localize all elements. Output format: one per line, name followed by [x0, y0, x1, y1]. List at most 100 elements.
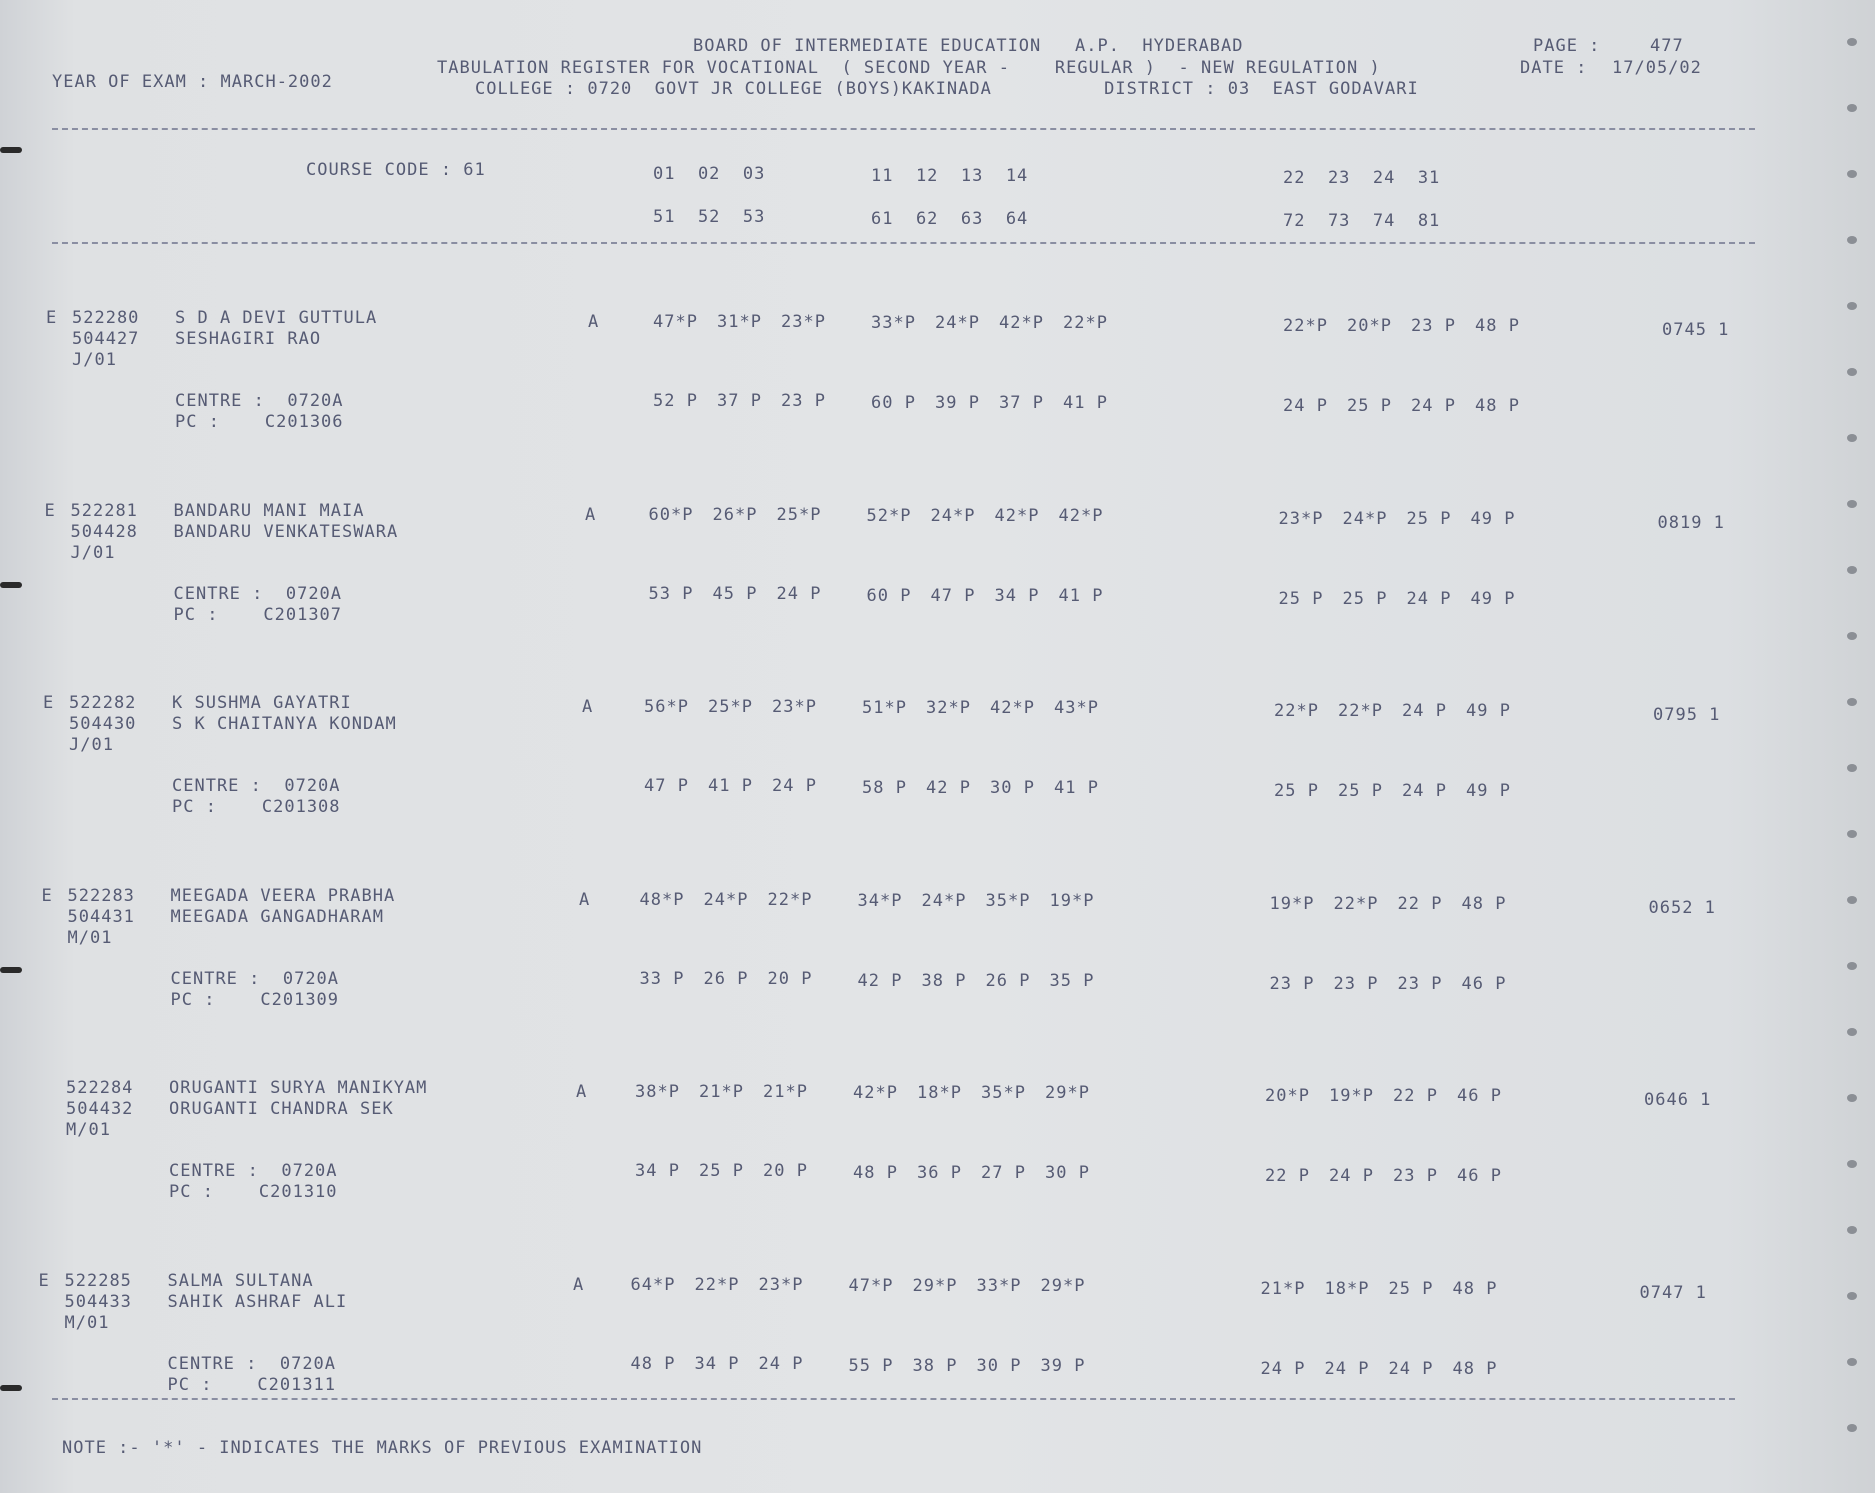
feed-hole [1847, 104, 1857, 112]
subject-mark: 24 P [1388, 1358, 1434, 1379]
subject-mark: 22 P [1397, 893, 1443, 914]
subject-mark: 24*P [930, 505, 976, 526]
subject-mark: 22*P [767, 889, 813, 910]
subject-mark: 24*P [703, 889, 749, 910]
subject-mark: 34 P [635, 1161, 680, 1181]
roll-number: 504428 [70, 521, 138, 542]
subject-mark: 46 P [1457, 1166, 1502, 1186]
subject-mark: 48 P [1452, 1358, 1498, 1379]
exam-flag: E [38, 1270, 50, 1291]
subject-mark: 25 P [1388, 1278, 1434, 1299]
grade: A [579, 889, 591, 910]
subject-mark: 23*P [758, 1274, 804, 1295]
subject-mark: 24 P [772, 776, 817, 796]
course-code: COURSE CODE : 61 [306, 160, 486, 180]
subject-mark: 42 P [926, 778, 971, 798]
subject-mark: 39 P [935, 393, 980, 413]
subject-mark: 30 P [976, 1355, 1022, 1376]
parent-name: MEEGADA GANGADHARAM [170, 906, 384, 927]
feed-hole [1847, 1226, 1857, 1234]
subject-mark: 18*P [917, 1083, 962, 1103]
centre-code: CENTRE : 0720A [167, 1353, 337, 1374]
feed-hole [1847, 566, 1857, 574]
subject-mark: 49 P [1470, 588, 1516, 609]
board-title: BOARD OF INTERMEDIATE EDUCATION A.P. HYD… [693, 36, 1244, 56]
pc-code: PC : C201309 [170, 989, 340, 1010]
subject-mark: 21*P [699, 1082, 744, 1102]
subject-mark: 42 P [857, 970, 903, 991]
subject-mark: 64*P [630, 1274, 676, 1295]
subject-mark: 45 P [712, 583, 758, 604]
binding-mark [0, 967, 22, 973]
group-code: M/01 [64, 1312, 110, 1333]
subject-mark: 41 P [1058, 585, 1104, 606]
subject-mark: 24 P [1402, 781, 1447, 801]
hall-ticket-number: 522283 [67, 885, 135, 906]
subject-mark: 46 P [1457, 1086, 1502, 1106]
subject-mark: 24*P [935, 313, 980, 333]
subject-mark: 31*P [717, 312, 762, 332]
subject-mark: 26 P [703, 968, 749, 989]
exam-flag: E [44, 500, 56, 521]
binding-mark [0, 1385, 22, 1391]
subject-mark: 42*P [994, 505, 1040, 526]
date-label: DATE : [1520, 58, 1588, 78]
subject-codes-row1-group1: 01 02 03 [653, 164, 766, 184]
subject-mark: 23 P [1411, 316, 1456, 336]
feed-hole [1847, 1292, 1857, 1300]
feed-hole [1847, 1094, 1857, 1102]
subject-mark: 24 P [1406, 588, 1452, 609]
roll-number: 504431 [67, 906, 135, 927]
binding-mark [0, 582, 22, 588]
subject-mark: 22*P [1063, 313, 1108, 333]
grade: A [585, 504, 597, 525]
subject-mark: 30 P [1045, 1163, 1090, 1183]
student-name: BANDARU MANI MAIA [173, 500, 365, 521]
subject-mark: 25*P [708, 697, 753, 717]
centre-code: CENTRE : 0720A [170, 968, 340, 989]
subject-mark: 27 P [981, 1163, 1026, 1183]
subject-mark: 22 P [1393, 1086, 1438, 1106]
student-name: ORUGANTI SURYA MANIKYAM [169, 1078, 428, 1098]
subject-mark: 38*P [635, 1082, 680, 1102]
subject-mark: 24*P [921, 890, 967, 911]
feed-hole [1847, 830, 1857, 838]
subject-mark: 49 P [1466, 781, 1511, 801]
student-name: S D A DEVI GUTTULA [175, 308, 378, 328]
subject-mark: 22*P [694, 1274, 740, 1295]
subject-mark: 48 P [630, 1353, 676, 1374]
subject-mark: 55 P [848, 1355, 894, 1376]
centre-code: CENTRE : 0720A [175, 391, 344, 411]
divider [52, 242, 1755, 244]
subject-codes-row2-group1: 51 52 53 [653, 207, 766, 227]
subject-mark: 39 P [1040, 1355, 1086, 1376]
subject-mark: 20*P [1265, 1086, 1310, 1106]
subject-mark: 52 P [653, 391, 698, 411]
centre-code: CENTRE : 0720A [172, 776, 341, 796]
divider [52, 1398, 1735, 1400]
subject-mark: 24 P [1411, 396, 1456, 416]
subject-mark: 25 P [1338, 781, 1383, 801]
subject-mark: 34 P [694, 1353, 740, 1374]
subject-mark: 33 P [639, 968, 685, 989]
subject-mark: 26*P [712, 504, 758, 525]
subject-mark: 24 P [776, 583, 822, 604]
year-of-exam: YEAR OF EXAM : MARCH-2002 [52, 72, 333, 92]
subject-mark: 48 P [1475, 316, 1520, 336]
subject-codes-row2-group2: 61 62 63 64 [871, 209, 1029, 229]
subject-mark: 22*P [1333, 893, 1379, 914]
subject-mark: 37 P [717, 391, 762, 411]
subject-mark: 42*P [999, 313, 1044, 333]
grade: A [573, 1274, 585, 1295]
subject-mark: 19*P [1269, 893, 1315, 914]
subject-mark: 42*P [990, 698, 1035, 718]
subject-mark: 25 P [1406, 508, 1452, 529]
grade: A [588, 312, 600, 332]
subject-mark: 29*P [912, 1275, 958, 1296]
subject-mark: 47 P [644, 776, 689, 796]
subject-mark: 43*P [1054, 698, 1099, 718]
student-name: MEEGADA VEERA PRABHA [170, 885, 396, 906]
centre-code: CENTRE : 0720A [173, 583, 343, 604]
subject-mark: 18*P [1324, 1278, 1370, 1299]
subject-mark: 22*P [1274, 701, 1319, 721]
